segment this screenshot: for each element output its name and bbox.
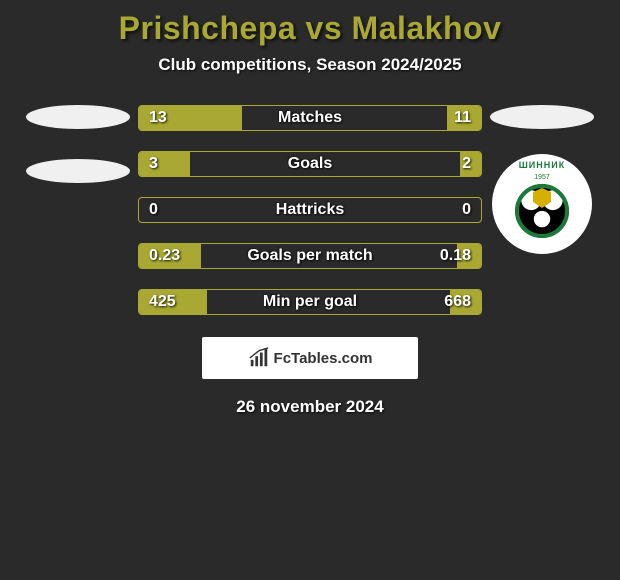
stat-value-left: 425 <box>149 293 176 311</box>
stat-row: 0 Hattricks 0 <box>138 197 482 223</box>
bar-chart-icon <box>248 347 270 369</box>
brand-footer: FcTables.com <box>202 337 418 379</box>
stat-value-right: 2 <box>462 155 471 173</box>
logo-text: ШИННИК <box>519 160 565 170</box>
stat-row: 0.23 Goals per match 0.18 <box>138 243 482 269</box>
logo-year: 1957 <box>534 174 550 181</box>
page-subtitle: Club competitions, Season 2024/2025 <box>0 55 620 75</box>
right-player-club-logo: ШИННИК 1957 <box>492 154 592 254</box>
right-player-col: ШИННИК 1957 <box>482 105 602 254</box>
stat-value-left: 3 <box>149 155 158 173</box>
stat-value-right: 0 <box>462 201 471 219</box>
comparison-infographic: Prishchepa vs Malakhov Club competitions… <box>0 0 620 417</box>
left-player-club-placeholder <box>26 159 130 183</box>
left-player-col <box>18 105 138 183</box>
stat-label: Matches <box>278 109 342 127</box>
stat-row: 3 Goals 2 <box>138 151 482 177</box>
stats-bars: 13 Matches 11 3 Goals 2 0 Hattricks 0 0.23 Goals p… <box>138 105 482 315</box>
stat-label: Goals <box>288 155 332 173</box>
stat-value-left: 0.23 <box>149 247 180 265</box>
date-text: 26 november 2024 <box>0 397 620 417</box>
stat-label: Min per goal <box>263 293 357 311</box>
bar-fill-left <box>139 152 190 176</box>
stat-value-right: 668 <box>444 293 471 311</box>
stat-value-left: 13 <box>149 109 167 127</box>
left-player-avatar-placeholder <box>26 105 130 129</box>
page-title: Prishchepa vs Malakhov <box>0 10 620 47</box>
stat-label: Hattricks <box>276 201 344 219</box>
stat-row: 13 Matches 11 <box>138 105 482 131</box>
stat-value-left: 0 <box>149 201 158 219</box>
stat-value-right: 11 <box>454 109 471 127</box>
right-player-avatar-placeholder <box>490 105 594 129</box>
stat-row: 425 Min per goal 668 <box>138 289 482 315</box>
stat-value-right: 0.18 <box>440 247 471 265</box>
brand-text: FcTables.com <box>274 350 373 367</box>
content-area: 13 Matches 11 3 Goals 2 0 Hattricks 0 0.23 Goals p… <box>0 105 620 315</box>
stat-label: Goals per match <box>247 247 372 265</box>
